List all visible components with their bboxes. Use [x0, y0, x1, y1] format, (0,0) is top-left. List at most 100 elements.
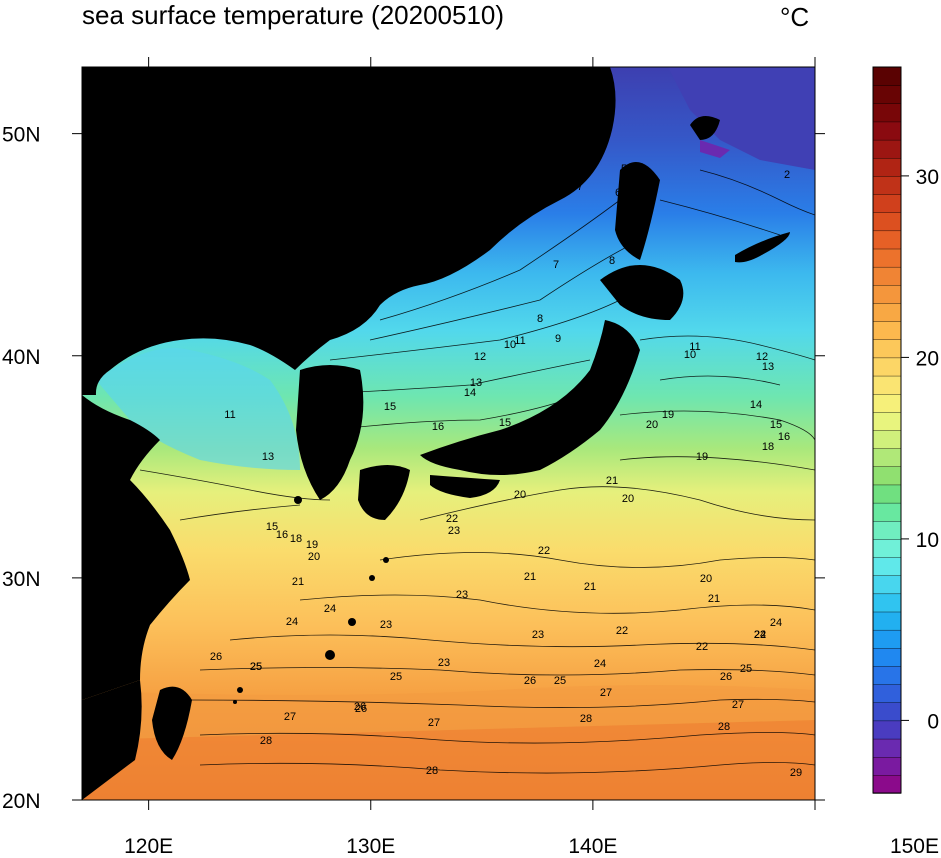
colorbar-swatch	[872, 484, 902, 504]
contour-label: 20	[622, 493, 634, 505]
honshu-island	[420, 320, 640, 475]
contour-label: 19	[306, 539, 318, 551]
contour-label: 26	[720, 671, 732, 683]
contour-label: 20	[700, 573, 712, 585]
contour-label: 16	[432, 421, 444, 433]
colorbar-swatch	[872, 611, 902, 631]
contour-label: 10	[684, 349, 696, 361]
colorbar-swatch	[872, 411, 902, 431]
contour-label: 14	[750, 399, 762, 411]
land-mass	[82, 67, 790, 800]
kuril-islands	[735, 232, 790, 263]
colorbar-swatch	[872, 284, 902, 304]
contour-label: 24	[324, 603, 336, 615]
colorbar-swatch	[872, 738, 902, 758]
colorbar-swatch	[872, 357, 902, 377]
colorbar-swatch	[872, 121, 902, 141]
contour-label: 28	[718, 721, 730, 733]
shikoku-island	[430, 475, 500, 498]
colorbar-tick-label: 30	[916, 166, 939, 189]
colorbar-swatch	[872, 139, 902, 159]
contour-label: 18	[290, 533, 302, 545]
yellow-sea-water	[96, 348, 300, 470]
colorbar-swatch	[872, 230, 902, 250]
map-axes: 120E 130E 140E 150E 20N 30N 40N 50N	[2, 57, 939, 858]
colorbar-frame	[872, 66, 902, 794]
okinawa-island	[325, 650, 335, 660]
map-title: sea surface temperature (20200510)	[82, 0, 504, 30]
contour-label: 25	[250, 661, 262, 673]
colorbar: 0 10 20 30	[872, 66, 939, 794]
contour-label: 25	[554, 675, 566, 687]
colorbar-tick-label: 0	[927, 710, 939, 733]
contour-label: 24	[286, 616, 298, 628]
colorbar-swatch	[872, 720, 902, 740]
isotherm-lines	[139, 169, 815, 774]
colorbar-swatch	[872, 175, 902, 195]
okhotsk-cold-water	[668, 67, 815, 170]
contour-label: 22	[696, 641, 708, 653]
contour-label: 19	[696, 451, 708, 463]
colorbar-swatch	[872, 683, 902, 703]
colorbar-swatch	[872, 248, 902, 268]
contour-label: 8	[609, 255, 615, 267]
colorbar-swatch	[872, 538, 902, 558]
lat-tick-label: 20N	[2, 790, 41, 813]
contour-label: 13	[262, 451, 274, 463]
contour-label: 21	[606, 475, 618, 487]
contour-label: 27	[600, 687, 612, 699]
colorbar-swatch	[872, 502, 902, 522]
contour-label: 12	[756, 351, 768, 363]
contour-label: 15	[499, 417, 511, 429]
contour-label: 26	[354, 701, 366, 713]
sakhalin-island	[615, 162, 660, 260]
contour-label: 24	[770, 617, 782, 629]
units-label: °C	[780, 2, 809, 32]
contour-label: 13	[762, 361, 774, 373]
contour-label: 7	[577, 181, 583, 193]
contour-label: 28	[426, 765, 438, 777]
contour-label: 23	[456, 589, 468, 601]
contour-label: 28	[260, 735, 272, 747]
colorbar-swatch	[872, 266, 902, 286]
contour-label: 21	[524, 571, 536, 583]
contour-label: 26	[524, 675, 536, 687]
lon-tick-label: 130E	[346, 835, 395, 858]
contour-label: 24	[594, 658, 606, 670]
contour-label: 19	[662, 409, 674, 421]
contour-label: 22	[754, 629, 766, 641]
contour-label: 15	[384, 401, 396, 413]
contour-label: 8	[537, 313, 543, 325]
contour-label: 15	[770, 419, 782, 431]
lon-tick-label: 140E	[568, 835, 617, 858]
contour-label: 18	[762, 441, 774, 453]
colorbar-swatch	[872, 520, 902, 540]
taiwan-island	[152, 686, 192, 760]
contour-label: 25	[390, 671, 402, 683]
colorbar-swatch	[872, 103, 902, 123]
contour-label: 14	[464, 387, 476, 399]
contour-label: 13	[470, 377, 482, 389]
contour-label: 21	[708, 593, 720, 605]
contour-label: 10	[504, 339, 516, 351]
contour-label: 23	[532, 629, 544, 641]
contour-label: 26	[355, 703, 367, 715]
contour-label: 16	[276, 529, 288, 541]
colorbar-swatch	[872, 66, 902, 86]
contour-label: 22	[616, 625, 628, 637]
contour-label: 26	[210, 651, 222, 663]
contour-label: 27	[284, 711, 296, 723]
colorbar-swatch	[872, 774, 902, 794]
contour-label: 28	[580, 713, 592, 725]
contour-label: 20	[308, 551, 320, 563]
contour-labels: 2567878910111213141515161011121314151618…	[210, 163, 802, 779]
contour-label: 2	[784, 169, 790, 181]
lat-tick-label: 40N	[2, 346, 41, 369]
contour-label: 21	[584, 581, 596, 593]
colorbar-swatch	[872, 629, 902, 649]
colorbar-swatch	[872, 211, 902, 232]
contour-label: 29	[790, 767, 802, 779]
contour-label: 23	[448, 525, 460, 537]
contour-label: 15	[266, 521, 278, 533]
coldest-pocket	[700, 140, 730, 158]
